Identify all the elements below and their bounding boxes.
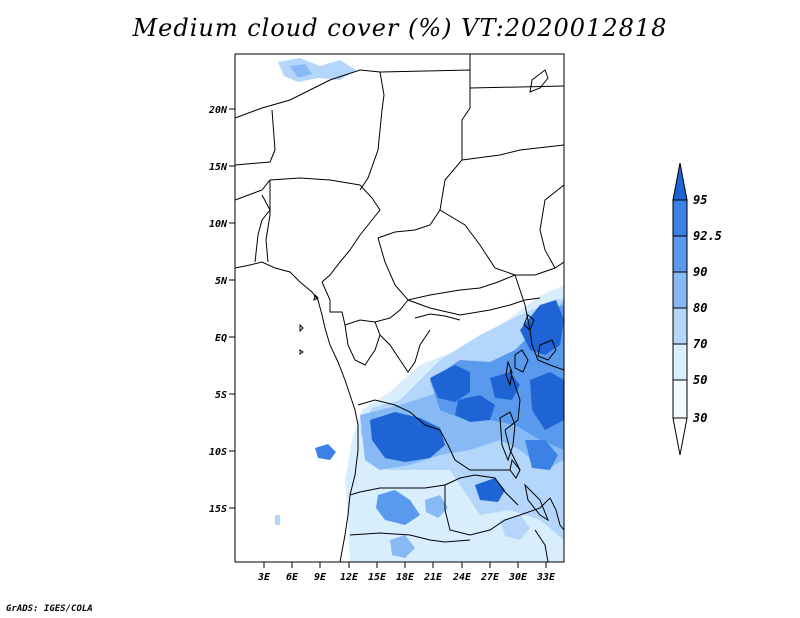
lon-label: 30E [508, 572, 528, 583]
colorbar-segment [672, 379, 688, 419]
map-title: Medium cloud cover (%) VT:2020012818 [132, 14, 668, 42]
colorbar-segment [672, 199, 688, 237]
credit-footer: GrADS: IGES/COLA [6, 604, 93, 614]
lat-label: 5S [215, 390, 227, 401]
colorbar: 95 92.5 90 80 70 50 30 [672, 162, 722, 456]
cloud-cover-shading [275, 58, 564, 562]
lat-label: 20N [208, 105, 228, 116]
colorbar-label: 80 [693, 301, 707, 315]
colorbar-label: 70 [693, 337, 707, 351]
longitude-axis: 3E 6E 9E 12E 15E 18E 21E 24E 27E 30E 33E [257, 562, 556, 583]
lat-label: 15S [209, 504, 227, 515]
lat-label: EQ [215, 333, 227, 344]
colorbar-segment [672, 235, 688, 273]
colorbar-bottom-arrow [672, 417, 688, 456]
lon-label: 27E [480, 572, 500, 583]
colorbar-label: 92.5 [693, 229, 722, 243]
lon-label: 3E [257, 572, 271, 583]
lon-label: 15E [368, 572, 387, 583]
colorbar-segment [672, 343, 688, 381]
lon-label: 18E [396, 572, 415, 583]
colorbar-label: 95 [693, 193, 707, 207]
map-frame [234, 53, 565, 563]
lat-label: 10S [209, 447, 227, 458]
lon-label: 12E [340, 572, 359, 583]
lon-label: 33E [536, 572, 556, 583]
lon-label: 24E [452, 572, 472, 583]
lon-label: 6E [286, 572, 299, 583]
colorbar-top-arrow [672, 162, 688, 201]
latitude-axis: 20N 15N 10N 5N EQ 5S 10S 15S [208, 105, 235, 515]
lon-label: 9E [314, 572, 327, 583]
lon-label: 21E [423, 572, 443, 583]
lat-label: 15N [209, 162, 228, 173]
colorbar-segment [672, 271, 688, 309]
country-borders [235, 54, 564, 562]
colorbar-segment [672, 307, 688, 345]
colorbar-label: 30 [692, 411, 707, 425]
colorbar-label: 50 [693, 373, 707, 387]
colorbar-label: 90 [693, 265, 707, 279]
lat-label: 5N [215, 276, 228, 287]
lat-label: 10N [209, 219, 228, 230]
